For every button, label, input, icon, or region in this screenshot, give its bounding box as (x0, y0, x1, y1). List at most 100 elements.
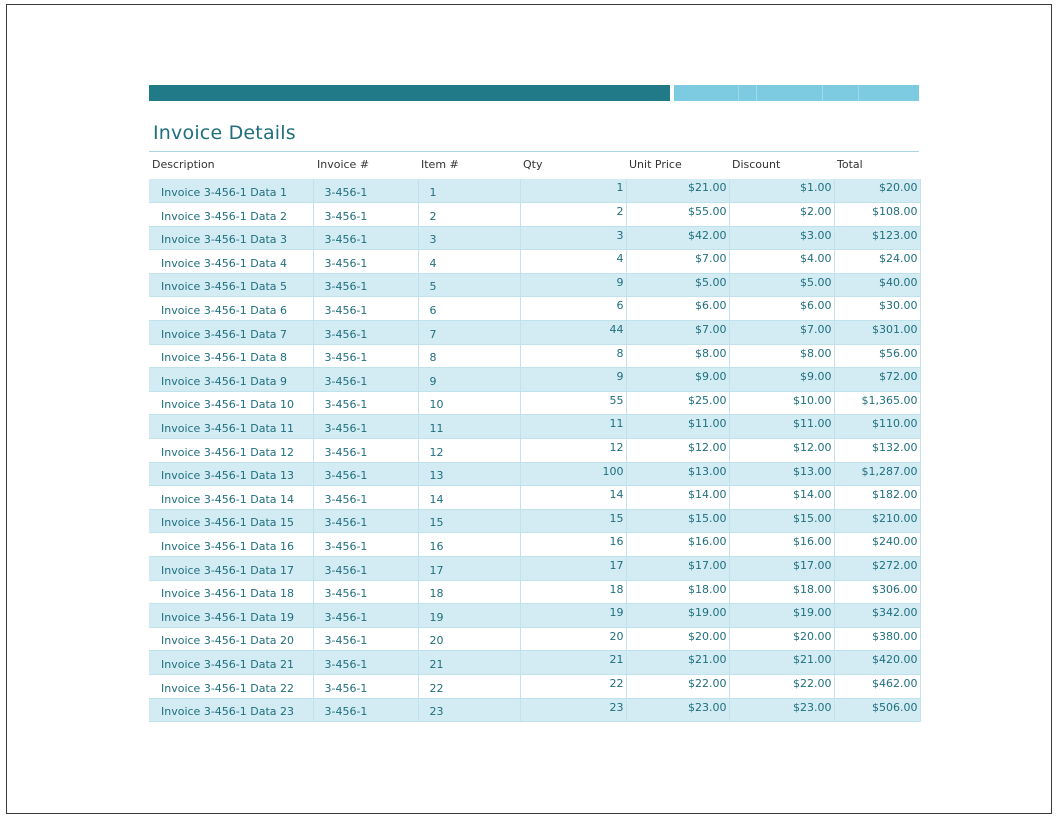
cell-description: Invoice 3-456-1 Data 20 (149, 627, 314, 652)
table-row: Invoice 3-456-1 Data 4 3-456-1 4 4 $7.00 $4.0… (149, 249, 921, 274)
cell-description: Invoice 3-456-1 Data 15 (149, 509, 314, 534)
cell-total: $306.00 (834, 580, 921, 605)
cell-item: 12 (418, 438, 521, 463)
table-row: Invoice 3-456-1 Data 22 3-456-1 22 22 $22.00… (149, 674, 921, 699)
cell-item: 21 (418, 650, 521, 675)
cell-item: 4 (418, 249, 521, 274)
cell-item: 14 (418, 485, 521, 510)
cell-invoice: 3-456-1 (313, 202, 419, 227)
cell-qty: 23 (520, 698, 627, 723)
cell-qty: 14 (520, 485, 627, 510)
cell-unit-price: $6.00 (626, 296, 730, 322)
cell-qty: 16 (520, 532, 627, 557)
cell-unit-price: $22.00 (626, 674, 730, 699)
cell-discount: $6.00 (729, 296, 835, 322)
table-row: Invoice 3-456-1 Data 20 3-456-1 20 20 $20.00… (149, 627, 921, 652)
cell-description: Invoice 3-456-1 Data 22 (149, 674, 314, 699)
cell-total: $132.00 (834, 438, 921, 463)
header-band-light (674, 85, 919, 101)
column-header-invoice: Invoice # (317, 158, 370, 171)
cell-unit-price: $20.00 (626, 627, 730, 652)
cell-qty: 22 (520, 674, 627, 699)
column-header-total: Total (837, 158, 863, 171)
cell-qty: 12 (520, 438, 627, 463)
cell-total: $110.00 (834, 414, 921, 440)
table-row: Invoice 3-456-1 Data 13 3-456-1 13 100 $13.0… (149, 462, 921, 487)
cell-unit-price: $17.00 (626, 556, 730, 581)
cell-invoice: 3-456-1 (313, 367, 419, 392)
cell-unit-price: $42.00 (626, 226, 730, 251)
cell-discount: $11.00 (729, 414, 835, 440)
cell-invoice: 3-456-1 (313, 650, 419, 675)
cell-discount: $17.00 (729, 556, 835, 581)
cell-invoice: 3-456-1 (313, 273, 419, 298)
table-row: Invoice 3-456-1 Data 3 3-456-1 3 3 $42.00 $3.… (149, 226, 921, 251)
table-row: Invoice 3-456-1 Data 5 3-456-1 5 9 $5.00 $5.0… (149, 273, 921, 298)
cell-discount: $3.00 (729, 226, 835, 251)
column-header-discount: Discount (732, 158, 781, 171)
column-header-qty: Qty (523, 158, 543, 171)
cell-invoice: 3-456-1 (313, 438, 419, 463)
cell-item: 2 (418, 202, 521, 227)
cell-qty: 100 (520, 462, 627, 487)
cell-invoice: 3-456-1 (313, 556, 419, 581)
cell-discount: $1.00 (729, 179, 835, 204)
page-title: Invoice Details (153, 122, 296, 144)
cell-description: Invoice 3-456-1 Data 7 (149, 320, 314, 345)
cell-description: Invoice 3-456-1 Data 4 (149, 249, 314, 274)
cell-description: Invoice 3-456-1 Data 5 (149, 273, 314, 298)
cell-invoice: 3-456-1 (313, 249, 419, 274)
cell-invoice: 3-456-1 (313, 226, 419, 251)
cell-item: 6 (418, 296, 521, 322)
cell-invoice: 3-456-1 (313, 509, 419, 534)
cell-discount: $4.00 (729, 249, 835, 274)
cell-unit-price: $9.00 (626, 367, 730, 392)
cell-invoice: 3-456-1 (313, 320, 419, 345)
cell-unit-price: $19.00 (626, 603, 730, 628)
cell-qty: 8 (520, 344, 627, 369)
cell-discount: $16.00 (729, 532, 835, 557)
cell-unit-price: $7.00 (626, 249, 730, 274)
cell-invoice: 3-456-1 (313, 179, 419, 204)
cell-description: Invoice 3-456-1 Data 1 (149, 179, 314, 204)
table-row: Invoice 3-456-1 Data 1 3-456-1 1 1 $21.00 $1.… (149, 179, 921, 204)
cell-discount: $10.00 (729, 391, 835, 416)
cell-qty: 3 (520, 226, 627, 251)
cell-description: Invoice 3-456-1 Data 8 (149, 344, 314, 369)
table-row: Invoice 3-456-1 Data 9 3-456-1 9 9 $9.00 $9.0… (149, 367, 921, 392)
cell-invoice: 3-456-1 (313, 296, 419, 322)
cell-item: 16 (418, 532, 521, 557)
cell-qty: 1 (520, 179, 627, 204)
invoice-table: Invoice 3-456-1 Data 1 3-456-1 1 1 $21.00 $1.… (149, 179, 921, 723)
cell-total: $420.00 (834, 650, 921, 675)
column-header-unit-price: Unit Price (629, 158, 682, 171)
cell-description: Invoice 3-456-1 Data 19 (149, 603, 314, 628)
cell-item: 8 (418, 344, 521, 369)
cell-item: 11 (418, 414, 521, 440)
cell-description: Invoice 3-456-1 Data 10 (149, 391, 314, 416)
cell-qty: 11 (520, 414, 627, 440)
cell-description: Invoice 3-456-1 Data 2 (149, 202, 314, 227)
column-header-description: Description (152, 158, 215, 171)
cell-invoice: 3-456-1 (313, 698, 419, 723)
cell-discount: $5.00 (729, 273, 835, 298)
cell-unit-price: $21.00 (626, 179, 730, 204)
table-row: Invoice 3-456-1 Data 21 3-456-1 21 21 $21.00… (149, 650, 921, 675)
cell-total: $1,365.00 (834, 391, 921, 416)
cell-unit-price: $8.00 (626, 344, 730, 369)
cell-discount: $2.00 (729, 202, 835, 227)
cell-item: 20 (418, 627, 521, 652)
cell-invoice: 3-456-1 (313, 532, 419, 557)
cell-item: 9 (418, 367, 521, 392)
header-rule (149, 151, 919, 152)
column-header-item: Item # (421, 158, 459, 171)
band-segment-divider (858, 85, 859, 101)
table-row: Invoice 3-456-1 Data 17 3-456-1 17 17 $17.00… (149, 556, 921, 581)
header-band-dark (149, 85, 670, 101)
cell-unit-price: $5.00 (626, 273, 730, 298)
cell-discount: $7.00 (729, 320, 835, 345)
cell-total: $24.00 (834, 249, 921, 274)
cell-qty: 4 (520, 249, 627, 274)
cell-unit-price: $25.00 (626, 391, 730, 416)
cell-invoice: 3-456-1 (313, 344, 419, 369)
